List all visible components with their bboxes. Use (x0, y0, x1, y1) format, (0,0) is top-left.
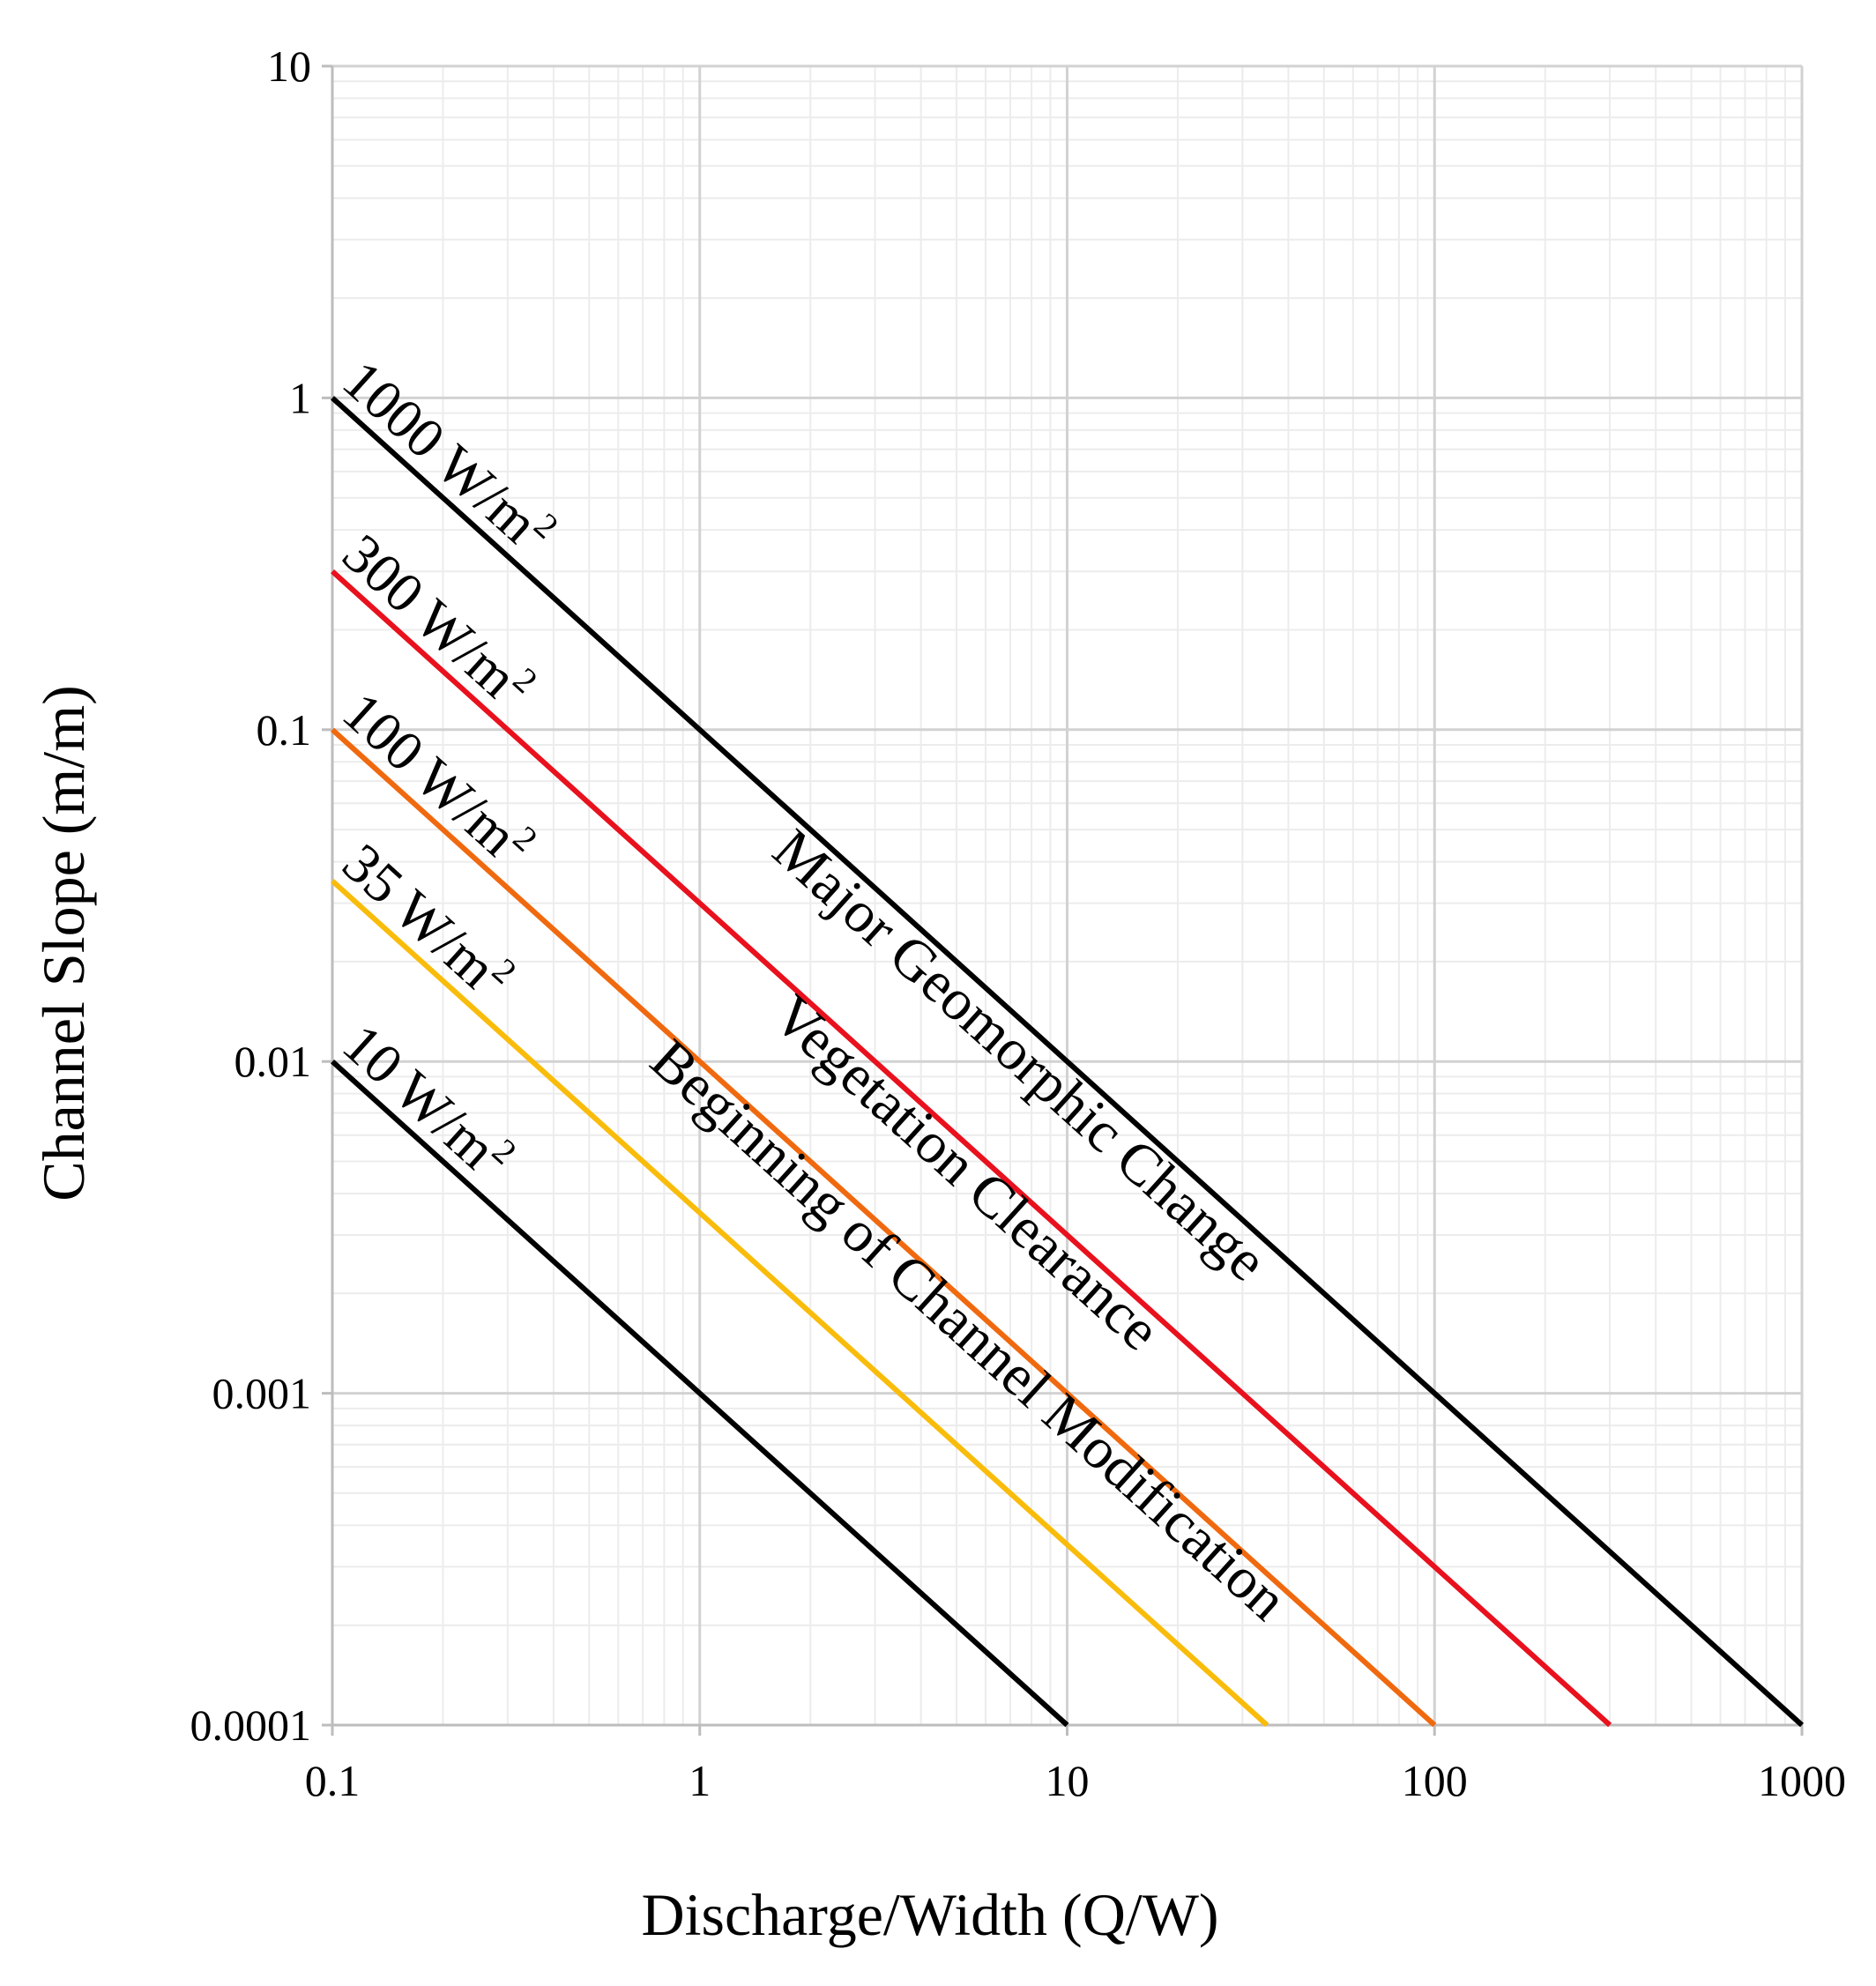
y-tick-label: 1 (289, 373, 311, 422)
x-tick-label: 100 (1402, 1756, 1468, 1805)
x-tick-label: 1000 (1758, 1756, 1846, 1805)
x-axis-title: Discharge/Width (Q/W) (641, 1881, 1218, 1948)
x-tick-label: 10 (1046, 1756, 1090, 1805)
series-line-1000 (330, 396, 1805, 1728)
tick-labels: 0.1 1 10 100 1000 0.0001 0.001 0.01 0.1 1 10 (190, 41, 1847, 1805)
series-line-35 (330, 879, 1269, 1728)
x-tick-label: 0.1 (305, 1756, 361, 1805)
series-lines (330, 396, 1805, 1728)
x-tick-label: 1 (689, 1756, 711, 1805)
major-gridlines (331, 64, 1804, 1727)
y-tick-label: 0.001 (212, 1369, 312, 1418)
y-tick-label: 0.01 (234, 1037, 312, 1086)
series-line-300 (330, 569, 1612, 1728)
series-line-10 (330, 1059, 1069, 1728)
y-tick-label: 0.0001 (190, 1700, 312, 1750)
y-tick-label: 10 (267, 41, 311, 91)
y-tick-label: 0.1 (257, 705, 312, 755)
series-line-100 (330, 727, 1437, 1728)
y-axis-title: Channel Slope (m/m) (30, 685, 97, 1201)
